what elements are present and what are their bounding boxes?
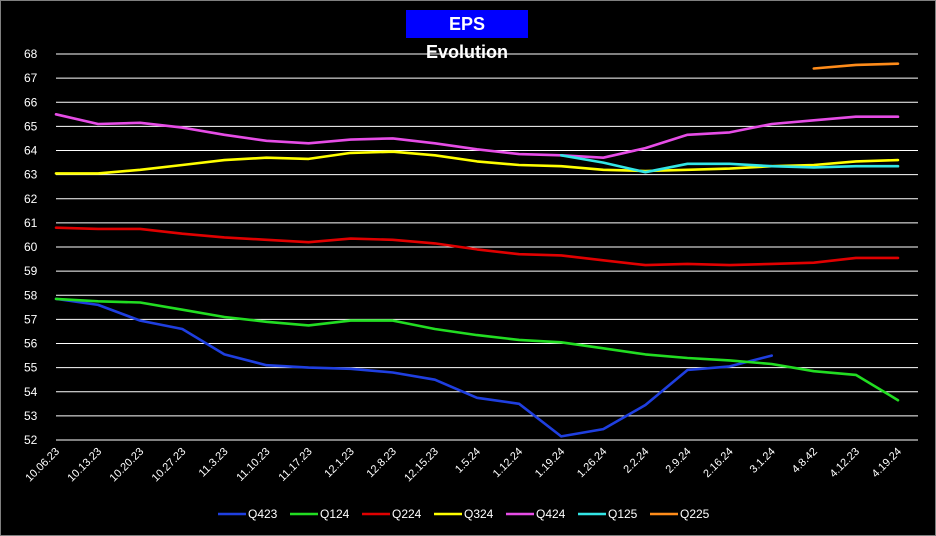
x-tick-label: 11.10.23	[234, 446, 272, 484]
y-tick-label: 59	[24, 264, 38, 278]
legend-label: Q424	[536, 507, 566, 521]
series-line-q124	[54, 297, 900, 402]
y-tick-label: 62	[24, 192, 38, 206]
series-line-q125	[559, 154, 900, 174]
legend-label: Q225	[680, 507, 710, 521]
legend: Q423 Q124 Q224 Q324 Q424 Q125 Q225	[218, 507, 710, 521]
y-tick-label: 55	[24, 361, 38, 375]
x-tick-label: 2.9.24	[664, 446, 694, 476]
x-tick-label: 10.27.23	[150, 446, 189, 485]
x-tick-label: 1.5.24	[453, 446, 483, 476]
y-tick-label: 64	[24, 144, 38, 158]
y-tick-label: 57	[24, 312, 38, 326]
y-tick-label: 60	[24, 240, 38, 254]
legend-label: Q124	[320, 507, 350, 521]
legend-label: Q324	[464, 507, 494, 521]
y-tick-label: 53	[24, 409, 38, 423]
series-line-q324	[54, 150, 900, 175]
series-line-q224	[54, 226, 900, 267]
series-line-q423	[54, 297, 773, 438]
x-tick-label: 1.12.24	[491, 446, 525, 480]
y-tick-label: 67	[24, 71, 38, 85]
y-tick-label: 58	[24, 288, 38, 302]
y-tick-label: 54	[24, 385, 38, 399]
legend-label: Q423	[248, 507, 278, 521]
y-tick-label: 61	[24, 216, 38, 230]
x-tick-label: 11.17.23	[277, 446, 315, 484]
gridlines	[56, 53, 918, 441]
y-tick-label: 65	[24, 119, 38, 133]
x-tick-label: 10.20.23	[108, 446, 147, 485]
y-tick-label: 68	[24, 47, 38, 61]
x-tick-label: 11.3.23	[197, 446, 231, 480]
x-tick-label: 1.19.24	[533, 446, 567, 480]
chart-title: EPS Evolution	[406, 10, 528, 62]
legend-label: Q125	[608, 507, 638, 521]
x-axis-ticks: 10.06.23 10.13.23 10.20.23 10.27.23 11.3.23 1…	[23, 446, 904, 485]
y-tick-label: 63	[24, 168, 38, 182]
x-tick-label: 10.06.23	[23, 446, 62, 485]
series-line-q225	[812, 62, 900, 70]
x-tick-label: 4.8.42	[790, 446, 820, 476]
y-axis-ticks: 52 53 54 55 56 57 58 59 60 61 62 63 64 65 66 67 68	[24, 47, 38, 447]
legend-label: Q224	[392, 507, 422, 521]
x-tick-label: 1.26.24	[575, 446, 609, 480]
series-lines	[54, 62, 900, 438]
y-tick-label: 56	[24, 337, 38, 351]
y-tick-label: 52	[24, 433, 38, 447]
x-tick-label: 4.12.23	[828, 446, 862, 480]
x-tick-label: 3.1.24	[748, 446, 778, 476]
x-tick-label: 12.15.23	[402, 446, 441, 485]
y-tick-label: 66	[24, 95, 38, 109]
x-tick-label: 10.13.23	[65, 446, 104, 485]
x-tick-label: 2.2.24	[621, 446, 651, 476]
series-line-q424	[54, 113, 900, 159]
x-tick-label: 12.8.23	[364, 446, 398, 480]
x-tick-label: 4.19.24	[870, 446, 904, 480]
x-tick-label: 12.1.23	[322, 446, 356, 480]
x-tick-label: 2.16.24	[701, 446, 735, 480]
